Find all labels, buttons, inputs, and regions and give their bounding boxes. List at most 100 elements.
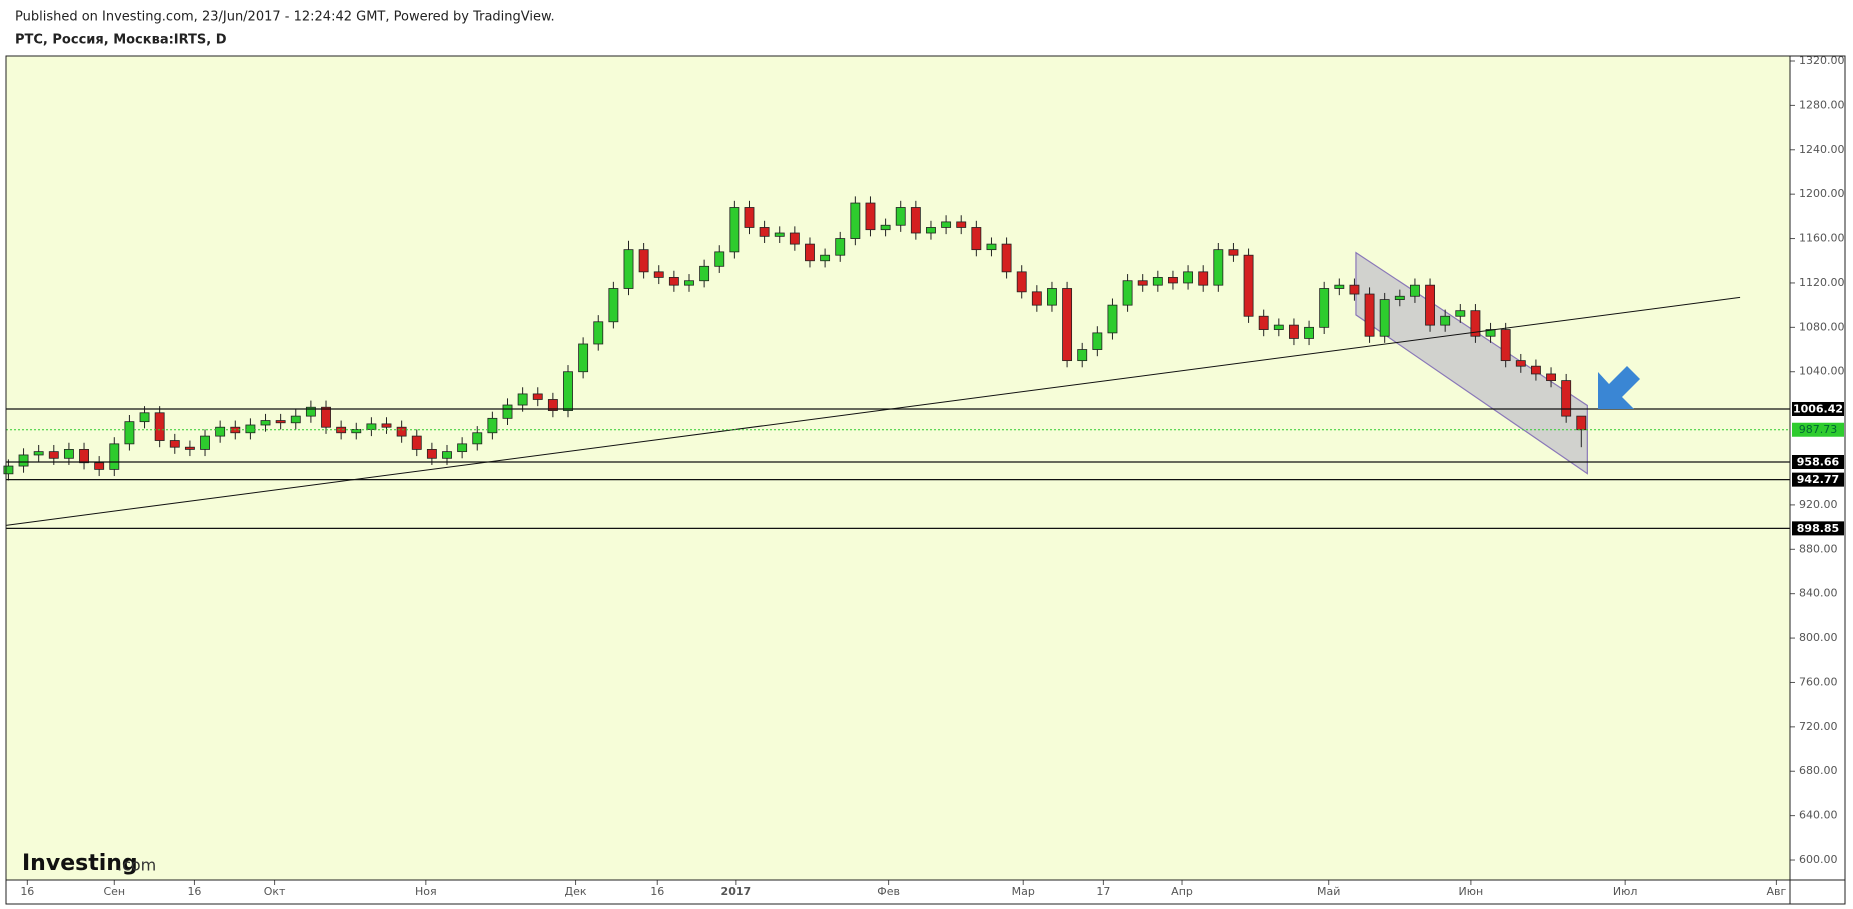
candle-body xyxy=(139,412,150,423)
candle-body xyxy=(154,412,165,441)
candle-body xyxy=(1455,310,1466,317)
candle-body xyxy=(1258,315,1269,330)
candle-body xyxy=(3,465,14,475)
y-tick-label: 1280.00 xyxy=(1799,98,1845,111)
candle-body xyxy=(850,202,861,239)
candle-body xyxy=(245,424,256,434)
layer: 600.00 640.00 680.00 720.00 760.00 800.00 840.… xyxy=(3,54,1845,898)
level-label: 898.85 xyxy=(1797,522,1839,535)
candle-body xyxy=(956,221,967,228)
candle-body xyxy=(63,449,74,459)
y-tick-label: 760.00 xyxy=(1799,675,1838,688)
level-label-box xyxy=(1792,521,1844,536)
y-tick-label: 1040.00 xyxy=(1799,365,1845,378)
x-tick-label: Май xyxy=(1317,885,1340,898)
candle-body xyxy=(1440,315,1451,326)
candle-body xyxy=(1016,271,1027,293)
candle-body xyxy=(48,451,59,459)
candle-body xyxy=(18,454,29,467)
arrow-annotation xyxy=(1598,366,1640,409)
candle-body xyxy=(290,415,301,424)
candle-body xyxy=(729,207,740,253)
candle-body xyxy=(1470,310,1481,337)
candle-body xyxy=(275,420,286,424)
candle-body xyxy=(941,221,952,228)
candle-body xyxy=(1168,276,1178,284)
candle-body xyxy=(820,254,831,262)
candle-body xyxy=(215,426,226,437)
x-tick-label: Фев xyxy=(877,885,900,898)
candle-body xyxy=(472,432,483,445)
candle-body xyxy=(578,343,589,373)
candle-body xyxy=(1349,284,1360,295)
candle-body xyxy=(608,288,619,323)
y-tick-label: 680.00 xyxy=(1799,764,1838,777)
y-tick-label: 840.00 xyxy=(1799,587,1838,600)
y-tick-label: 1080.00 xyxy=(1799,320,1845,333)
candle-body xyxy=(1576,415,1587,431)
y-tick-label: 880.00 xyxy=(1799,542,1838,555)
candle-body xyxy=(623,249,634,289)
candle-body xyxy=(1425,284,1435,326)
candle-body xyxy=(336,426,347,434)
candle-body xyxy=(1394,295,1405,300)
candle-body xyxy=(759,227,770,237)
candle-body xyxy=(517,393,528,406)
frame xyxy=(5,55,1846,905)
y-tick-label: 1240.00 xyxy=(1799,143,1845,156)
candle-body xyxy=(1047,288,1057,306)
level-label-box xyxy=(1792,472,1844,487)
candle-body xyxy=(305,406,316,417)
candle-body xyxy=(1107,304,1118,334)
y-tick-label: 1200.00 xyxy=(1799,187,1845,200)
candle-body xyxy=(563,371,573,411)
candle-body xyxy=(714,251,725,267)
x-tick-label: 16 xyxy=(20,885,34,898)
x-tick-label: 16 xyxy=(650,885,664,898)
candle-body xyxy=(895,207,906,226)
source-note: Published on Investing.com, 23/Jun/2017 … xyxy=(15,10,555,25)
x-tick-label: Дек xyxy=(565,885,587,898)
candle-body xyxy=(79,449,89,464)
last-price-label: 987.73 xyxy=(1799,423,1838,436)
candle-body xyxy=(1273,324,1284,330)
candle-body xyxy=(653,271,664,278)
x-tick-label: Апр xyxy=(1171,885,1193,898)
candle-body xyxy=(1243,254,1254,317)
candle-body xyxy=(366,423,377,430)
candle-body xyxy=(109,443,120,470)
candle-body xyxy=(593,321,604,345)
candle-body xyxy=(986,243,997,251)
x-tick-label: Ноя xyxy=(415,885,437,898)
candle-body xyxy=(1062,288,1073,362)
candle-body xyxy=(668,276,679,286)
level-label: 1006.42 xyxy=(1793,402,1843,415)
y-tick-label: 1320.00 xyxy=(1799,54,1845,67)
candle-body xyxy=(638,249,649,273)
trendline xyxy=(5,296,1741,526)
level-label: 958.66 xyxy=(1797,455,1840,468)
candle-body xyxy=(1031,291,1042,306)
candle-body xyxy=(1379,299,1390,337)
candle-body xyxy=(1077,349,1088,362)
candle-body xyxy=(880,224,891,231)
candle-body xyxy=(124,421,135,445)
candle-body xyxy=(1319,288,1330,328)
y-tick-label: 600.00 xyxy=(1799,853,1838,866)
candle-body xyxy=(835,238,846,256)
level-label: 942.77 xyxy=(1797,473,1839,486)
candle-body xyxy=(1334,284,1345,289)
candle-body xyxy=(1122,280,1133,306)
candle-body xyxy=(971,227,982,251)
candle-body xyxy=(1152,276,1163,286)
candle-body xyxy=(744,207,755,228)
candle-body xyxy=(426,449,437,459)
candle-body xyxy=(169,440,180,448)
candle-body xyxy=(805,243,815,262)
y-tick-label: 720.00 xyxy=(1799,720,1838,733)
candle-body xyxy=(684,280,694,286)
candle-body xyxy=(411,435,422,450)
candle-body xyxy=(1137,280,1148,286)
candle-body xyxy=(1530,365,1541,375)
